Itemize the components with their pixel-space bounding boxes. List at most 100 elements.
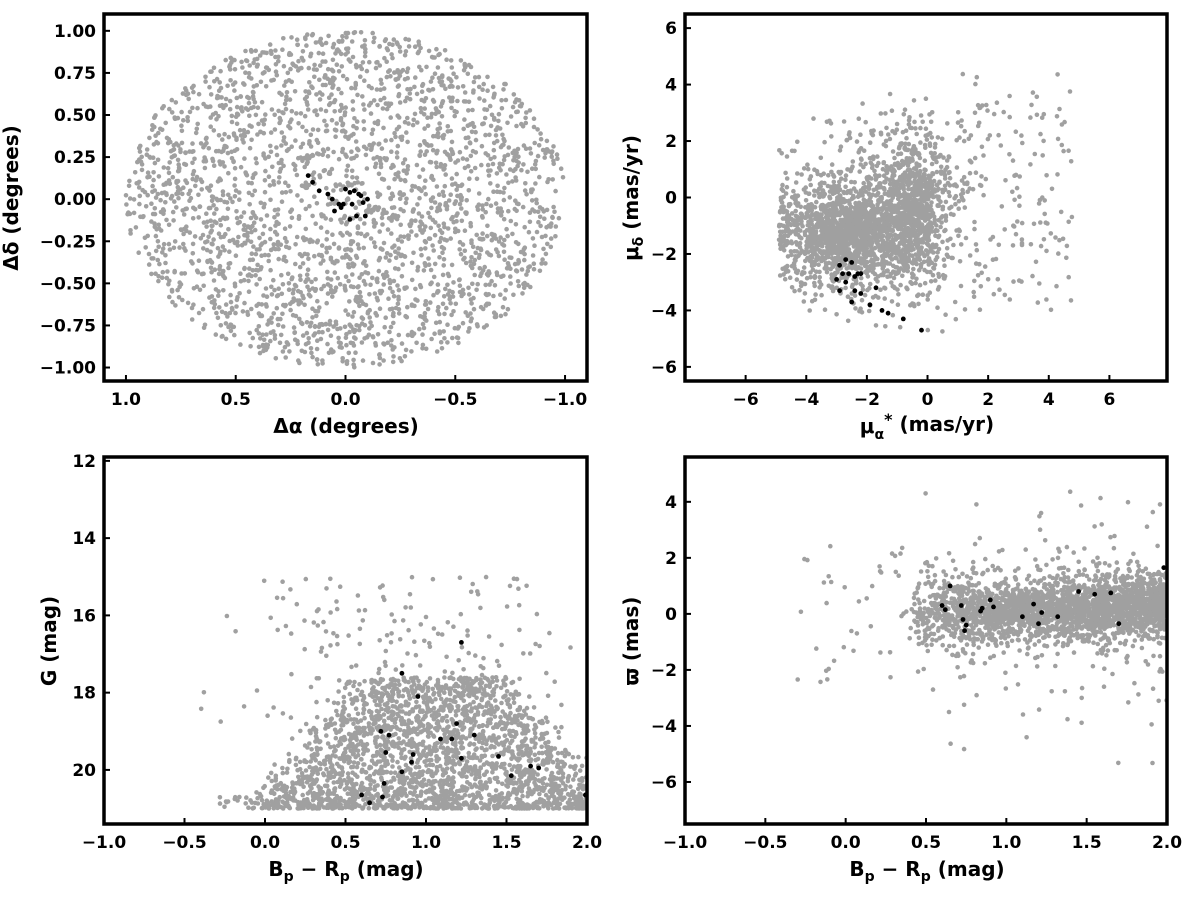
sky-field-point [348,340,354,346]
sky-field-point [192,156,197,162]
sky-field-point [379,81,384,86]
sky-field-point [426,256,431,261]
pm-field-point [858,275,864,281]
pm-field-point [789,252,794,258]
pm-field-point [956,198,962,204]
sky-field-point [493,247,499,252]
pm-field-point [817,269,822,275]
sky-field-point [268,267,273,273]
sky-field-point [234,215,240,221]
sky-field-point [538,223,543,229]
sky-field-point [220,137,225,142]
pm-field-point [820,202,826,208]
pm-field-point [816,262,821,268]
sky-field-point [281,36,286,41]
sky-field-point [261,130,267,136]
sky-field-point [158,209,164,215]
sky-field-point [532,243,537,248]
sky-field-point [434,164,440,170]
sky-field-point [312,323,318,329]
sky-field-point [274,72,280,78]
sky-field-point [530,207,535,212]
sky-field-point [324,229,330,235]
sky-field-point [257,350,263,356]
pm-field-point [932,145,938,150]
sky-field-point [455,85,461,90]
sky-field-point [358,30,364,35]
sky-field-point [516,201,521,207]
sky-field-point [275,242,281,248]
sky-field-point [324,185,329,191]
sky-field-point [416,186,421,191]
sky-field-point [259,253,264,258]
sky-field-point [381,86,387,91]
sky-field-point [208,230,213,235]
sky-field-point [439,79,445,84]
pm-field-point [813,292,818,297]
pm-field-point [814,199,819,205]
sky-field-point [365,210,370,215]
sky-field-point [241,210,247,215]
sky-field-point [315,238,321,243]
sky-field-stars [123,30,566,370]
pm-field-point [905,263,910,269]
sky-field-point [344,173,349,179]
sky-field-point [245,129,251,135]
sky-field-point [488,203,494,208]
sky-field-point [299,183,305,188]
sky-field-point [368,210,374,215]
sky-field-point [422,185,427,190]
sky-field-point [187,109,193,115]
sky-field-point [530,253,536,258]
sky-field-point [326,33,331,39]
sky-field-point [426,262,432,268]
sky-field-point [499,106,505,111]
sky-field-point [388,101,394,107]
sky-field-point [362,38,368,43]
sky-field-point [343,335,349,341]
sky-field-point [472,272,478,278]
sky-field-point [369,131,375,137]
sky-member-point [365,196,370,202]
sky-field-point [127,178,132,184]
sky-field-point [293,138,298,143]
sky-field-point [288,66,293,72]
sky-field-point [216,289,221,294]
sky-field-point [472,257,478,263]
sky-field-point [197,204,202,209]
pm-field-point [1019,237,1025,242]
sky-field-point [515,163,520,169]
sky-field-point [188,259,194,264]
pm-field-point [882,179,887,185]
sky-field-point [273,62,279,67]
sky-field-point [279,92,284,97]
sky-field-point [212,219,217,224]
pm-field-point [942,263,947,269]
sky-field-point [317,39,322,44]
pm-field-point [850,159,856,164]
sky-field-point [147,154,152,160]
sky-field-point [403,49,409,54]
pm-field-point [898,282,903,288]
sky-field-point [384,74,390,80]
sky-field-point [291,161,296,167]
sky-field-point [363,152,369,158]
sky-field-point [201,220,207,225]
sky-field-point [261,337,267,343]
sky-field-point [295,288,301,294]
sky-field-point [178,149,183,155]
pm-field-point [793,208,798,214]
sky-field-point [409,229,414,234]
sky-field-point [151,170,156,175]
sky-member-point [351,188,357,194]
sky-field-point [163,181,168,187]
sky-field-point [528,151,534,156]
pm-field-point [916,224,921,229]
sky-field-point [279,143,284,148]
sky-field-point [338,118,344,123]
sky-field-point [317,77,322,83]
sky-field-point [460,156,466,161]
sky-field-point [312,74,317,80]
sky-field-point [257,53,263,58]
pm-field-point [809,221,814,227]
